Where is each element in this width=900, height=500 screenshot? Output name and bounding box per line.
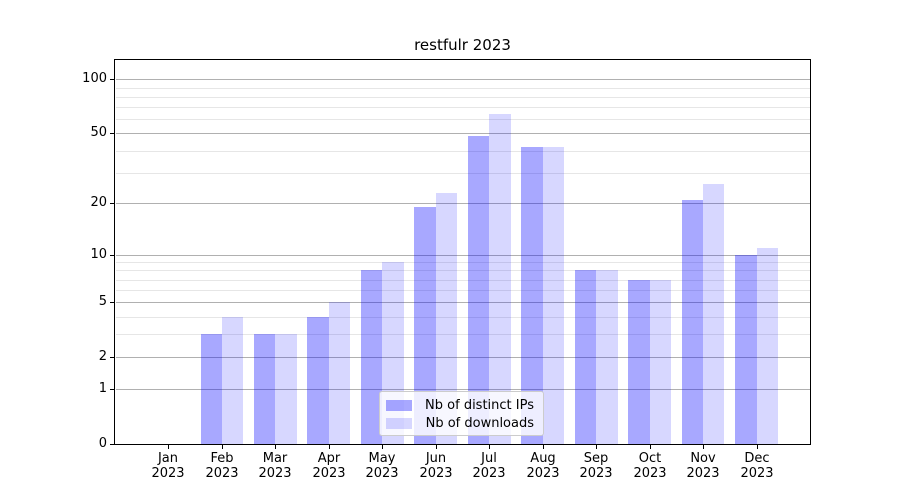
gridline-major [116,357,810,358]
spine-top [114,59,811,60]
y-tick-label: 10 [90,247,107,262]
y-tick-mark [110,133,114,134]
bar-distinct-ips-dec [735,254,757,444]
gridline-minor [116,151,810,152]
bar-distinct-ips-oct [628,279,650,444]
legend-label-downloads: Nb of downloads [425,415,534,431]
gridline-minor [116,270,810,271]
y-tick-mark [110,357,114,358]
y-tick-label: 50 [90,125,107,140]
y-tick-mark [110,302,114,303]
x-tick-mark [757,445,758,449]
x-tick-mark [382,445,383,449]
gridline-minor [116,290,810,291]
y-tick-label: 2 [98,349,107,364]
legend-swatch-distinct-ips [386,399,412,411]
x-tick-mark [489,445,490,449]
x-tick-label: Jun 2023 [419,451,453,481]
x-tick-label: Feb 2023 [205,451,239,481]
x-tick-label: Jul 2023 [472,451,506,481]
spine-bottom [114,444,811,445]
x-tick-mark [329,445,330,449]
y-tick-label: 20 [90,195,107,210]
y-tick-label: 100 [82,71,107,86]
bar-distinct-ips-aug [521,146,543,444]
x-tick-label: Mar 2023 [258,451,292,481]
x-tick-mark [703,445,704,449]
y-tick-mark [110,203,114,204]
y-tick-mark [110,444,114,445]
x-tick-mark [168,445,169,449]
bar-downloads-nov [703,183,725,444]
x-tick-label: Apr 2023 [312,451,346,481]
x-tick-label: Sep 2023 [579,451,613,481]
bar-downloads-oct [649,279,671,444]
bar-downloads-feb [221,316,244,444]
legend: Nb of distinct IPs Nb of downloads [379,391,544,436]
gridline-major [116,389,810,390]
gridline-major [116,203,810,204]
bar-downloads-jun [435,192,458,444]
bar-distinct-ips-feb [200,334,222,444]
x-tick-mark [650,445,651,449]
spine-right [810,59,811,445]
bar-distinct-ips-mar [254,334,276,444]
gridline-minor [116,280,810,281]
gridline-minor [116,262,810,263]
gridline-major [116,133,810,134]
bar-downloads-dec [756,247,778,444]
y-tick-mark [110,79,114,80]
bar-downloads-jul [489,114,511,444]
bar-distinct-ips-nov [681,199,704,444]
chart-title: restfulr 2023 [414,36,511,54]
gridline-minor [116,317,810,318]
y-tick-mark [110,389,114,390]
bar-distinct-ips-jul [467,136,490,444]
x-tick-mark [436,445,437,449]
bar-distinct-ips-may [360,270,383,444]
x-tick-mark [275,445,276,449]
gridline-major [116,302,810,303]
bar-distinct-ips-apr [307,316,329,444]
gridline-minor [116,88,810,89]
x-tick-mark [222,445,223,449]
gridline-minor [116,334,810,335]
bar-downloads-sep [596,270,618,444]
gridline-major [116,79,810,80]
gridline-minor [116,107,810,108]
bar-distinct-ips-sep [574,270,597,444]
x-tick-label: Oct 2023 [633,451,667,481]
gridline-minor [116,97,810,98]
x-tick-label: Nov 2023 [686,451,720,481]
legend-item-distinct-ips: Nb of distinct IPs [386,397,534,413]
x-tick-label: Jan 2023 [151,451,185,481]
y-tick-label: 0 [98,436,107,451]
bar-downloads-apr [328,302,351,444]
y-tick-label: 5 [98,294,107,309]
legend-swatch-downloads [386,417,412,429]
x-tick-mark [596,445,597,449]
y-tick-mark [110,255,114,256]
y-tick-label: 1 [98,381,107,396]
bar-distinct-ips-jun [414,207,436,444]
spine-left [114,59,115,445]
bar-downloads-aug [542,146,565,444]
bar-downloads-mar [275,334,297,444]
x-tick-label: Aug 2023 [526,451,560,481]
legend-item-downloads: Nb of downloads [386,415,534,431]
x-tick-label: Dec 2023 [740,451,774,481]
gridline-minor [116,119,810,120]
x-tick-label: May 2023 [365,451,399,481]
gridline-minor [116,173,810,174]
legend-label-distinct-ips: Nb of distinct IPs [425,397,534,413]
x-tick-mark [543,445,544,449]
gridline-major [116,255,810,256]
